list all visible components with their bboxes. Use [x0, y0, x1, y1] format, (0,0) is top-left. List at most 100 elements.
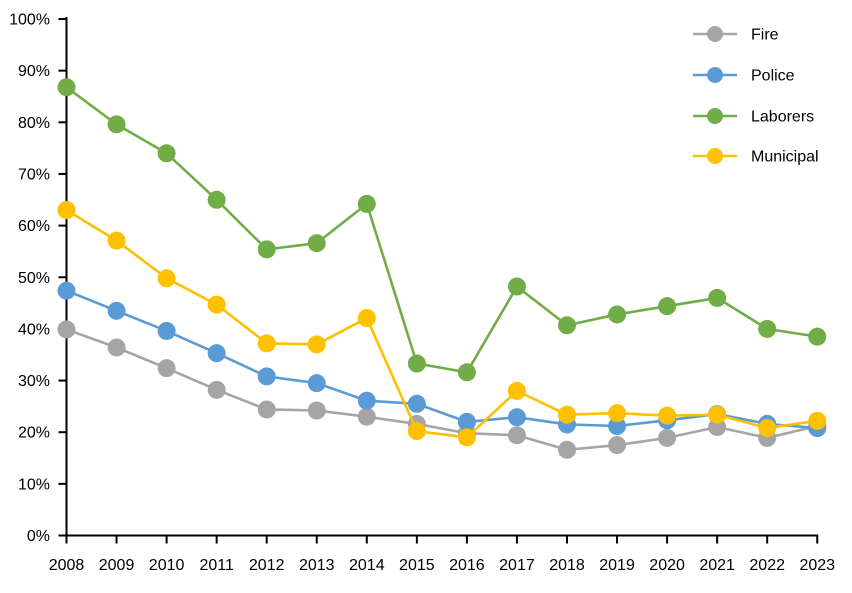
- legend: Fire Police Laborers Municipal: [693, 26, 819, 166]
- data-point-police-2017: [507, 408, 526, 427]
- data-point-municipal-2011: [207, 295, 226, 314]
- data-point-fire-2010: [157, 359, 176, 378]
- data-point-laborers-2014: [357, 194, 376, 213]
- legend-item-fire: Fire: [693, 26, 779, 44]
- data-point-police-2013: [307, 374, 326, 393]
- x-tick-label: 2023: [799, 557, 835, 574]
- data-point-laborers-2016: [457, 363, 476, 382]
- data-point-laborers-2013: [307, 234, 326, 253]
- data-point-laborers-2011: [207, 190, 226, 209]
- x-tick-label: 2022: [749, 557, 785, 574]
- data-point-police-2014: [357, 391, 376, 410]
- y-tick-label: 30%: [18, 373, 50, 390]
- data-point-municipal-2017: [507, 381, 526, 400]
- data-point-fire-2021: [708, 418, 727, 437]
- series-line-police: [66, 289, 818, 430]
- series-line-fire: [66, 328, 818, 452]
- data-point-municipal-2009: [107, 231, 126, 250]
- x-tick-label: 2018: [549, 557, 585, 574]
- legend-label: Laborers: [751, 109, 814, 126]
- legend-label: Police: [751, 68, 795, 85]
- data-point-fire-2008: [57, 320, 76, 339]
- y-tick-label: 70%: [18, 166, 50, 183]
- data-point-laborers-2015: [407, 354, 426, 373]
- x-tick-label: 2008: [49, 557, 85, 574]
- x-tick-label: 2012: [249, 557, 285, 574]
- data-point-police-2009: [107, 301, 126, 320]
- data-point-municipal-2018: [558, 405, 576, 424]
- x-tick-label: 2014: [349, 557, 385, 574]
- data-point-laborers-2021: [708, 288, 727, 307]
- data-point-police-2016: [457, 412, 476, 431]
- data-point-laborers-2012: [257, 240, 276, 259]
- data-point-fire-2018: [558, 440, 576, 459]
- x-tick-label: 2019: [599, 557, 635, 574]
- y-tick-label: 50%: [18, 270, 50, 287]
- series-laborers: [57, 78, 827, 382]
- data-point-police-2011: [207, 344, 226, 363]
- y-tick-label: 100%: [9, 12, 50, 29]
- data-point-municipal-2008: [57, 201, 76, 220]
- data-point-fire-2009: [107, 338, 126, 357]
- y-tick-label: 90%: [18, 63, 50, 80]
- data-point-municipal-2016: [457, 428, 476, 447]
- y-tick-label: 10%: [18, 476, 50, 493]
- legend-marker-swatch: [707, 26, 723, 42]
- x-tick-label: 2020: [649, 557, 685, 574]
- y-tick-label: 60%: [18, 218, 50, 235]
- data-point-municipal-2019: [608, 404, 627, 423]
- data-point-laborers-2023: [808, 327, 827, 346]
- legend-label: Municipal: [751, 149, 819, 166]
- x-tick-label: 2009: [99, 557, 135, 574]
- x-tick-label: 2017: [499, 557, 535, 574]
- data-point-fire-2012: [257, 400, 276, 419]
- series-line-laborers: [65, 86, 818, 374]
- data-point-fire-2017: [507, 426, 526, 445]
- data-point-municipal-2010: [157, 269, 176, 288]
- data-point-municipal-2013: [307, 335, 326, 354]
- legend-marker-swatch: [707, 148, 723, 164]
- data-point-laborers-2018: [558, 316, 576, 335]
- data-point-municipal-2012: [257, 334, 276, 353]
- data-point-municipal-2021: [708, 405, 727, 424]
- y-tick-label: 40%: [18, 321, 50, 338]
- legend-item-municipal: Municipal: [693, 148, 819, 166]
- data-point-police-2015: [407, 394, 426, 413]
- data-point-municipal-2015: [407, 422, 426, 441]
- y-tick-label: 80%: [18, 115, 50, 132]
- x-tick-label: 2010: [149, 557, 185, 574]
- data-point-fire-2020: [658, 428, 677, 447]
- data-point-fire-2019: [608, 436, 627, 455]
- data-point-laborers-2019: [608, 305, 627, 324]
- x-tick-label: 2021: [699, 557, 735, 574]
- data-point-fire-2013: [307, 401, 326, 420]
- data-point-municipal-2014: [357, 309, 376, 328]
- series-municipal: [57, 201, 827, 447]
- y-tick-label: 20%: [18, 425, 50, 442]
- y-tick-label: 0%: [27, 528, 50, 545]
- series-line-municipal: [65, 208, 818, 439]
- data-point-police-2008: [57, 281, 76, 300]
- legend-marker-swatch: [707, 67, 723, 83]
- legend-item-laborers: Laborers: [693, 108, 814, 126]
- x-tick-label: 2011: [199, 557, 234, 574]
- data-point-laborers-2020: [658, 297, 677, 316]
- data-point-police-2019: [608, 417, 627, 436]
- data-point-laborers-2010: [157, 144, 176, 163]
- legend-item-police: Police: [693, 67, 795, 85]
- data-point-laborers-2008: [57, 78, 76, 97]
- data-point-fire-2011: [207, 380, 226, 399]
- data-point-laborers-2022: [758, 319, 777, 338]
- legend-marker-swatch: [707, 108, 723, 124]
- data-point-police-2012: [257, 367, 276, 386]
- legend-label: Fire: [751, 27, 779, 44]
- data-point-municipal-2023: [808, 411, 827, 430]
- data-point-municipal-2022: [758, 419, 777, 438]
- data-point-laborers-2017: [507, 277, 526, 296]
- data-point-police-2010: [157, 321, 176, 340]
- data-point-fire-2014: [357, 407, 376, 426]
- x-tick-label: 2015: [399, 557, 435, 574]
- x-tick-label: 2016: [449, 557, 485, 574]
